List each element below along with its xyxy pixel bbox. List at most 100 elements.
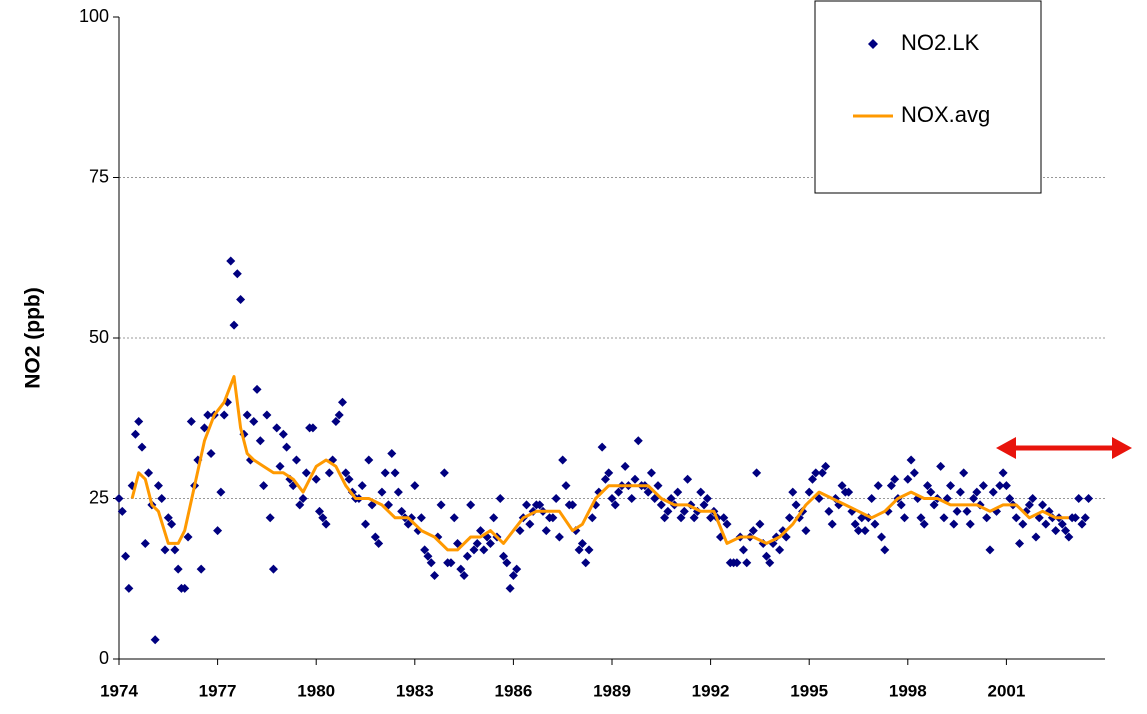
point xyxy=(946,481,956,491)
point xyxy=(936,461,946,471)
point xyxy=(761,551,771,561)
point xyxy=(916,513,926,523)
point xyxy=(502,558,512,568)
point xyxy=(203,410,213,420)
point xyxy=(742,558,752,568)
point xyxy=(249,416,259,426)
point xyxy=(420,545,430,555)
legend-label: NOX.avg xyxy=(901,102,990,127)
point xyxy=(308,423,318,433)
point xyxy=(173,564,183,574)
arrow-head xyxy=(1112,437,1132,459)
point xyxy=(505,583,515,593)
annotation-arrow xyxy=(996,437,1132,459)
point xyxy=(1038,500,1048,510)
point xyxy=(137,442,147,452)
point xyxy=(1051,526,1061,536)
point xyxy=(485,538,495,548)
arrow-head xyxy=(996,437,1016,459)
point xyxy=(791,500,801,510)
point xyxy=(390,468,400,478)
point xyxy=(995,481,1005,491)
point xyxy=(824,506,834,516)
point xyxy=(653,481,663,491)
point xyxy=(784,513,794,523)
point xyxy=(1077,519,1087,529)
point xyxy=(469,545,479,555)
point xyxy=(722,519,732,529)
point xyxy=(466,500,476,510)
point xyxy=(679,506,689,516)
point xyxy=(331,416,341,426)
point xyxy=(130,429,140,439)
point xyxy=(226,256,236,266)
point xyxy=(163,513,173,523)
point xyxy=(337,397,347,407)
point xyxy=(561,481,571,491)
point xyxy=(965,519,975,529)
point xyxy=(512,564,522,574)
legend-label: NO2.LK xyxy=(901,30,980,55)
point xyxy=(860,526,870,536)
point xyxy=(587,513,597,523)
point xyxy=(844,487,854,497)
point xyxy=(923,481,933,491)
point xyxy=(903,474,913,484)
point xyxy=(522,500,532,510)
point xyxy=(870,519,880,529)
legend-box xyxy=(814,0,1042,194)
point xyxy=(1031,532,1041,542)
point xyxy=(134,416,144,426)
point xyxy=(426,558,436,568)
point xyxy=(850,519,860,529)
point xyxy=(423,551,433,561)
point xyxy=(689,513,699,523)
point xyxy=(673,487,683,497)
point xyxy=(719,513,729,523)
point xyxy=(969,494,979,503)
point xyxy=(982,513,992,523)
point xyxy=(788,487,798,497)
point xyxy=(476,526,486,536)
point xyxy=(183,532,193,542)
y-tick-label: 50 xyxy=(89,327,109,347)
point xyxy=(449,513,459,523)
point xyxy=(807,474,817,484)
point xyxy=(906,455,916,465)
point xyxy=(548,513,558,523)
line xyxy=(130,375,1069,552)
y-tick-label: 25 xyxy=(89,487,109,507)
point xyxy=(880,545,890,555)
point xyxy=(262,410,272,420)
x-tick-label: 1989 xyxy=(593,681,631,700)
point xyxy=(955,487,965,497)
point xyxy=(462,551,472,561)
x-tick-label: 1995 xyxy=(790,681,828,700)
point xyxy=(1001,481,1011,491)
point xyxy=(157,494,167,503)
point xyxy=(978,481,988,491)
point xyxy=(939,513,949,523)
point xyxy=(646,468,656,478)
point xyxy=(985,545,995,555)
point xyxy=(252,384,262,394)
point xyxy=(1084,494,1094,503)
point xyxy=(314,506,324,516)
point xyxy=(998,468,1008,478)
point xyxy=(272,423,282,433)
point xyxy=(278,429,288,439)
point xyxy=(344,474,354,484)
point xyxy=(456,564,466,574)
point xyxy=(1018,519,1028,529)
point xyxy=(877,532,887,542)
point xyxy=(374,538,384,548)
point xyxy=(282,442,292,452)
point xyxy=(436,500,446,510)
y-axis-label: NO2 (ppb) xyxy=(22,287,45,388)
scatter-series xyxy=(114,256,1094,645)
point xyxy=(216,487,226,497)
x-tick-label: 1983 xyxy=(396,681,434,700)
point xyxy=(259,481,269,491)
